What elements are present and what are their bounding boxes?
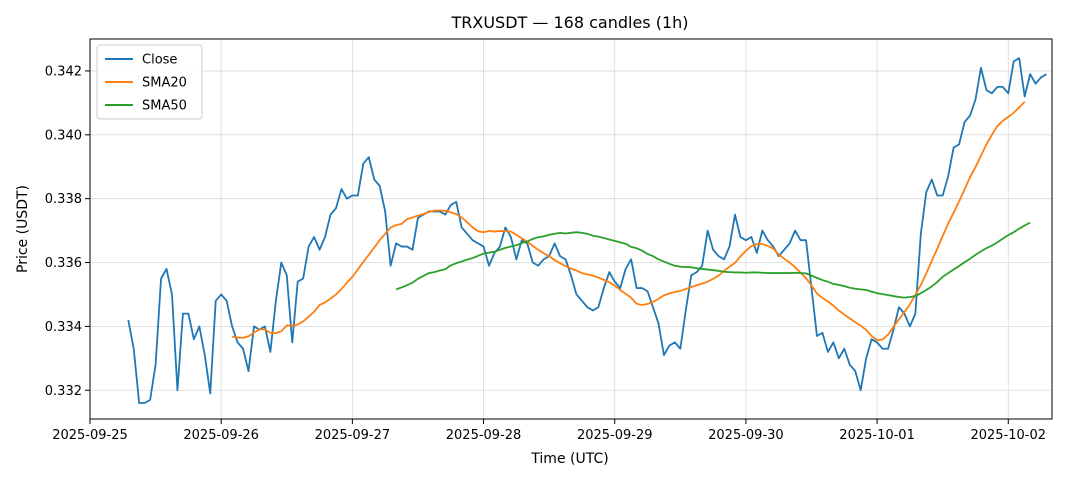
y-tick-label: 0.334 [45, 320, 82, 335]
x-tick-label: 2025-09-25 [52, 428, 128, 443]
x-tick-label: 2025-09-26 [183, 428, 259, 443]
y-tick-label: 0.336 [45, 256, 82, 271]
chart-title: TRXUSDT — 168 candles (1h) [450, 13, 688, 32]
x-tick-label: 2025-09-30 [708, 428, 784, 443]
axis-ticks: 2025-09-25 2025-09-26 2025-09-27 2025-09-28… [45, 64, 1046, 443]
x-tick-label: 2025-09-29 [577, 428, 653, 443]
y-tick-label: 0.332 [45, 384, 82, 399]
x-tick-label: 2025-09-27 [315, 428, 391, 443]
legend: Close SMA20 SMA50 [96, 44, 203, 120]
plot-frame [89, 38, 1053, 420]
x-axis-title: Time (UTC) [530, 451, 608, 467]
y-tick-label: 0.342 [45, 64, 82, 79]
y-axis-title: Price (USDT) [15, 185, 31, 273]
y-tick-label: 0.340 [45, 128, 82, 143]
y-tick-label: 0.338 [45, 192, 82, 207]
x-tick-label: 2025-10-02 [970, 428, 1046, 443]
x-tick-label: 2025-09-28 [446, 428, 522, 443]
legend-label: Close [142, 53, 177, 68]
legend-box [96, 44, 203, 120]
grid [89, 39, 1052, 419]
legend-label: SMA20 [142, 76, 187, 91]
series-line-sma50 [395, 221, 1031, 299]
series-line-sma20 [231, 101, 1026, 342]
series-line-close [127, 57, 1047, 404]
plot-series [127, 57, 1047, 404]
x-tick-label: 2025-10-01 [839, 428, 915, 443]
legend-label: SMA50 [142, 99, 187, 114]
